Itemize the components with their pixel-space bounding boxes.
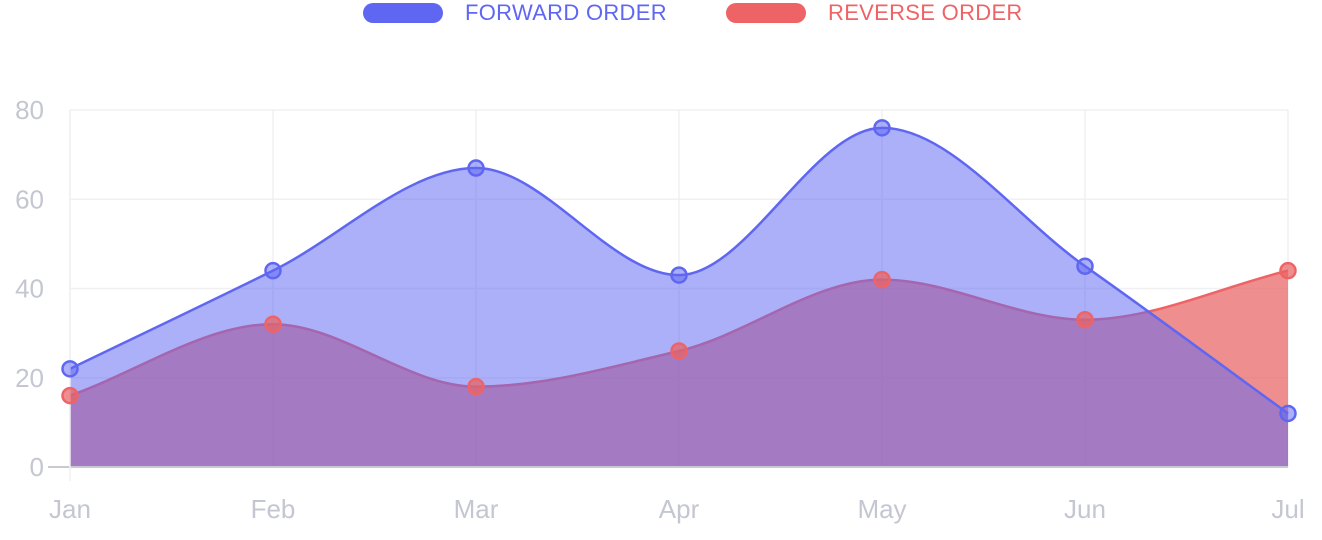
data-point-forward-order-apr[interactable] (672, 268, 687, 283)
data-point-reverse-order-feb[interactable] (266, 317, 281, 332)
data-point-reverse-order-jan[interactable] (63, 388, 78, 403)
y-tick-label: 0 (30, 452, 44, 482)
y-tick-label: 20 (15, 363, 44, 393)
y-axis-tick-labels: 0 20 40 60 80 (15, 95, 44, 482)
data-point-forward-order-jan[interactable] (63, 361, 78, 376)
data-point-forward-order-may[interactable] (875, 120, 890, 135)
data-point-forward-order-feb[interactable] (266, 263, 281, 278)
x-axis-tick-labels: Jan Feb Mar Apr May Jun Jul (49, 494, 1305, 524)
data-point-reverse-order-jul[interactable] (1281, 263, 1296, 278)
data-point-reverse-order-mar[interactable] (469, 379, 484, 394)
y-tick-label: 80 (15, 95, 44, 125)
x-tick-label: May (857, 494, 906, 524)
y-tick-label: 40 (15, 274, 44, 304)
data-point-reverse-order-apr[interactable] (672, 343, 687, 358)
x-tick-label: Apr (659, 494, 700, 524)
x-tick-label: Jun (1064, 494, 1106, 524)
y-tick-label: 60 (15, 184, 44, 214)
data-point-reverse-order-jun[interactable] (1078, 312, 1093, 327)
x-tick-label: Mar (454, 494, 499, 524)
data-point-forward-order-jun[interactable] (1078, 259, 1093, 274)
data-point-forward-order-mar[interactable] (469, 161, 484, 176)
x-tick-label: Feb (251, 494, 296, 524)
data-point-forward-order-jul[interactable] (1281, 406, 1296, 421)
x-tick-label: Jul (1271, 494, 1304, 524)
x-tick-label: Jan (49, 494, 91, 524)
data-point-reverse-order-may[interactable] (875, 272, 890, 287)
